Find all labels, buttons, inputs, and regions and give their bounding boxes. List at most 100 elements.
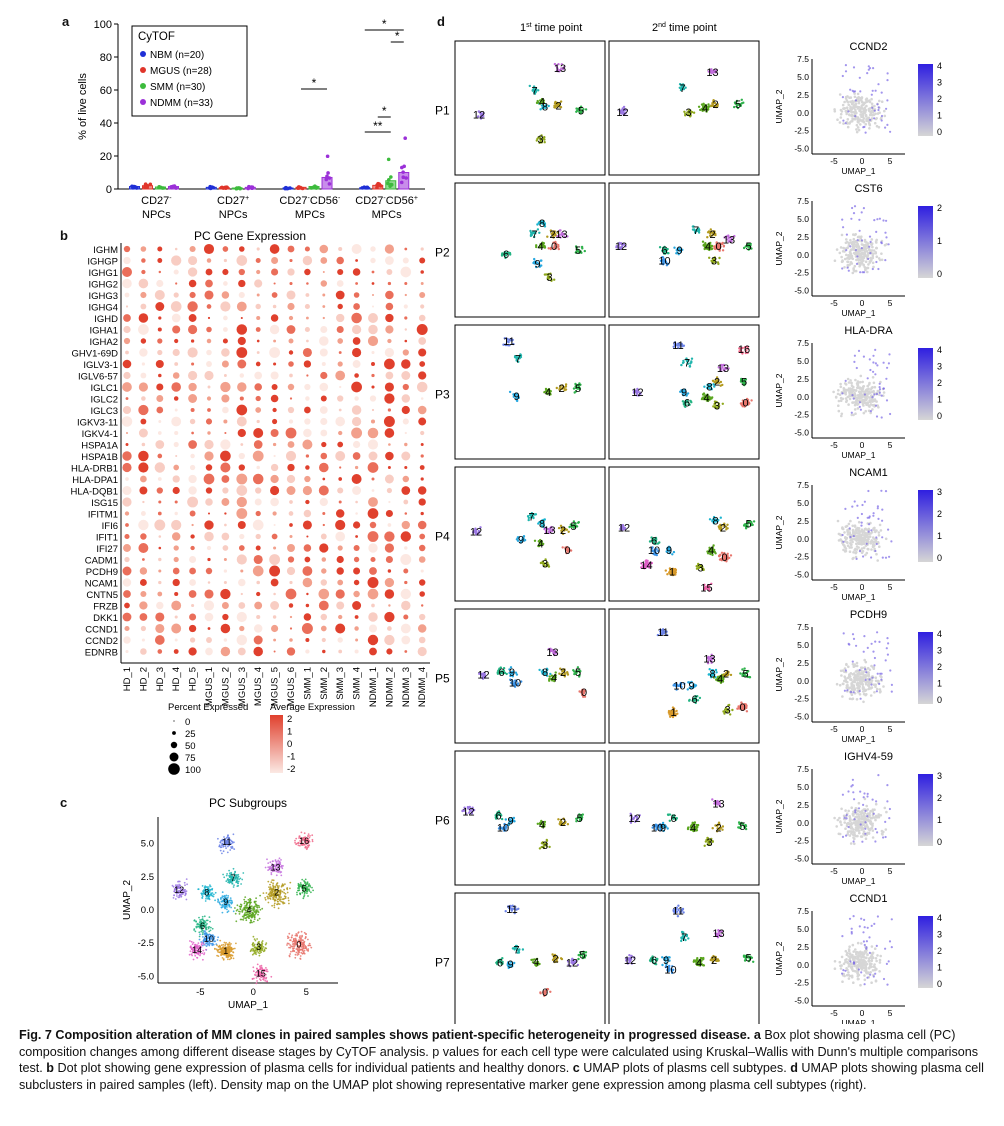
expression-dot [352, 486, 362, 495]
expression-dot [322, 271, 325, 273]
gene-label: HSPA1B [81, 452, 118, 463]
expression-dot [122, 451, 132, 461]
cell-point [278, 857, 281, 860]
density-point [863, 247, 867, 251]
cell-point [225, 894, 228, 897]
density-point [839, 112, 843, 116]
cell-point [240, 883, 243, 885]
cell-point [690, 401, 693, 404]
cell-point [206, 943, 209, 946]
expression-dot [404, 442, 408, 447]
cell-point [271, 891, 274, 893]
expression-dot [223, 281, 228, 286]
cell-point [232, 877, 235, 880]
cell-point [197, 947, 199, 950]
density-point [889, 412, 892, 416]
expression-dot [322, 523, 325, 527]
cell-point [242, 908, 245, 910]
cell-point [228, 836, 230, 839]
cell-point [280, 900, 282, 903]
cell-point [555, 103, 558, 106]
cell-point [208, 940, 211, 942]
cell-point [227, 895, 230, 897]
cell-point [244, 900, 246, 903]
density-point [880, 242, 883, 245]
expression-dot [270, 474, 279, 484]
gene-label: HLA-DRB1 [71, 464, 118, 475]
y-tick-label: -2.5 [794, 126, 809, 136]
density-point [847, 113, 851, 116]
cell-point [244, 909, 247, 912]
expression-dot [418, 498, 426, 506]
cell-point [251, 916, 254, 919]
density-point [868, 260, 872, 263]
cell-point [185, 878, 188, 880]
cell-point [270, 893, 273, 896]
data-point [285, 186, 289, 191]
cell-point [557, 63, 560, 66]
expression-dot [222, 613, 229, 621]
expression-dot [124, 602, 130, 609]
expression-dot [320, 533, 327, 540]
density-point [852, 237, 856, 241]
density-point [875, 392, 878, 396]
density-point [878, 258, 882, 262]
cell-point [189, 940, 191, 942]
density-point [852, 385, 855, 389]
expression-dot [252, 565, 264, 577]
expression-dot [305, 396, 310, 401]
cell-point [199, 919, 201, 921]
density-point [844, 241, 848, 245]
category-label-line1: CD27-CD56- [279, 195, 341, 207]
cell-point [705, 105, 708, 108]
expression-dot [306, 592, 309, 596]
density-point [854, 108, 857, 111]
cell-point [266, 858, 268, 861]
density-point [839, 108, 843, 112]
density-point [853, 408, 857, 411]
cell-point [227, 958, 229, 961]
expression-dot [187, 496, 199, 508]
density-point [864, 409, 867, 413]
expression-dot [138, 462, 149, 473]
cell-point [303, 895, 305, 898]
cell-point [305, 890, 308, 892]
cell-point [199, 924, 202, 927]
density-point [862, 126, 865, 129]
expression-dot [385, 302, 394, 311]
cell-point [255, 910, 258, 913]
cell-point [308, 883, 310, 885]
density-point [852, 117, 855, 121]
cell-point [245, 907, 248, 909]
density-point [887, 362, 890, 365]
expression-dot [269, 324, 280, 335]
cell-point [245, 904, 248, 907]
cell-point [268, 892, 271, 895]
expression-dot [141, 258, 146, 263]
cell-point [255, 904, 258, 907]
cell-point [259, 979, 262, 982]
expression-dot [255, 407, 262, 413]
cell-point [303, 943, 306, 946]
density-point [845, 400, 848, 404]
expression-dot [269, 244, 280, 254]
cell-point [279, 871, 282, 874]
expression-dot [187, 301, 198, 312]
expression-dot [205, 498, 213, 506]
cell-point [680, 363, 683, 367]
cell-point [296, 891, 298, 894]
cell-point [214, 891, 217, 894]
cell-point [297, 945, 299, 947]
expression-dot [222, 406, 229, 414]
cell-point [190, 953, 193, 955]
expression-dot [123, 245, 131, 253]
expression-dot [239, 625, 245, 632]
expression-dot [403, 568, 409, 574]
expression-dot [337, 441, 344, 448]
color-legend-title: Average Expression [270, 702, 355, 713]
cell-point [201, 918, 204, 920]
expression-dot [370, 556, 376, 563]
cell-point [221, 957, 224, 959]
expression-dot [191, 431, 194, 435]
cell-point [307, 944, 310, 947]
